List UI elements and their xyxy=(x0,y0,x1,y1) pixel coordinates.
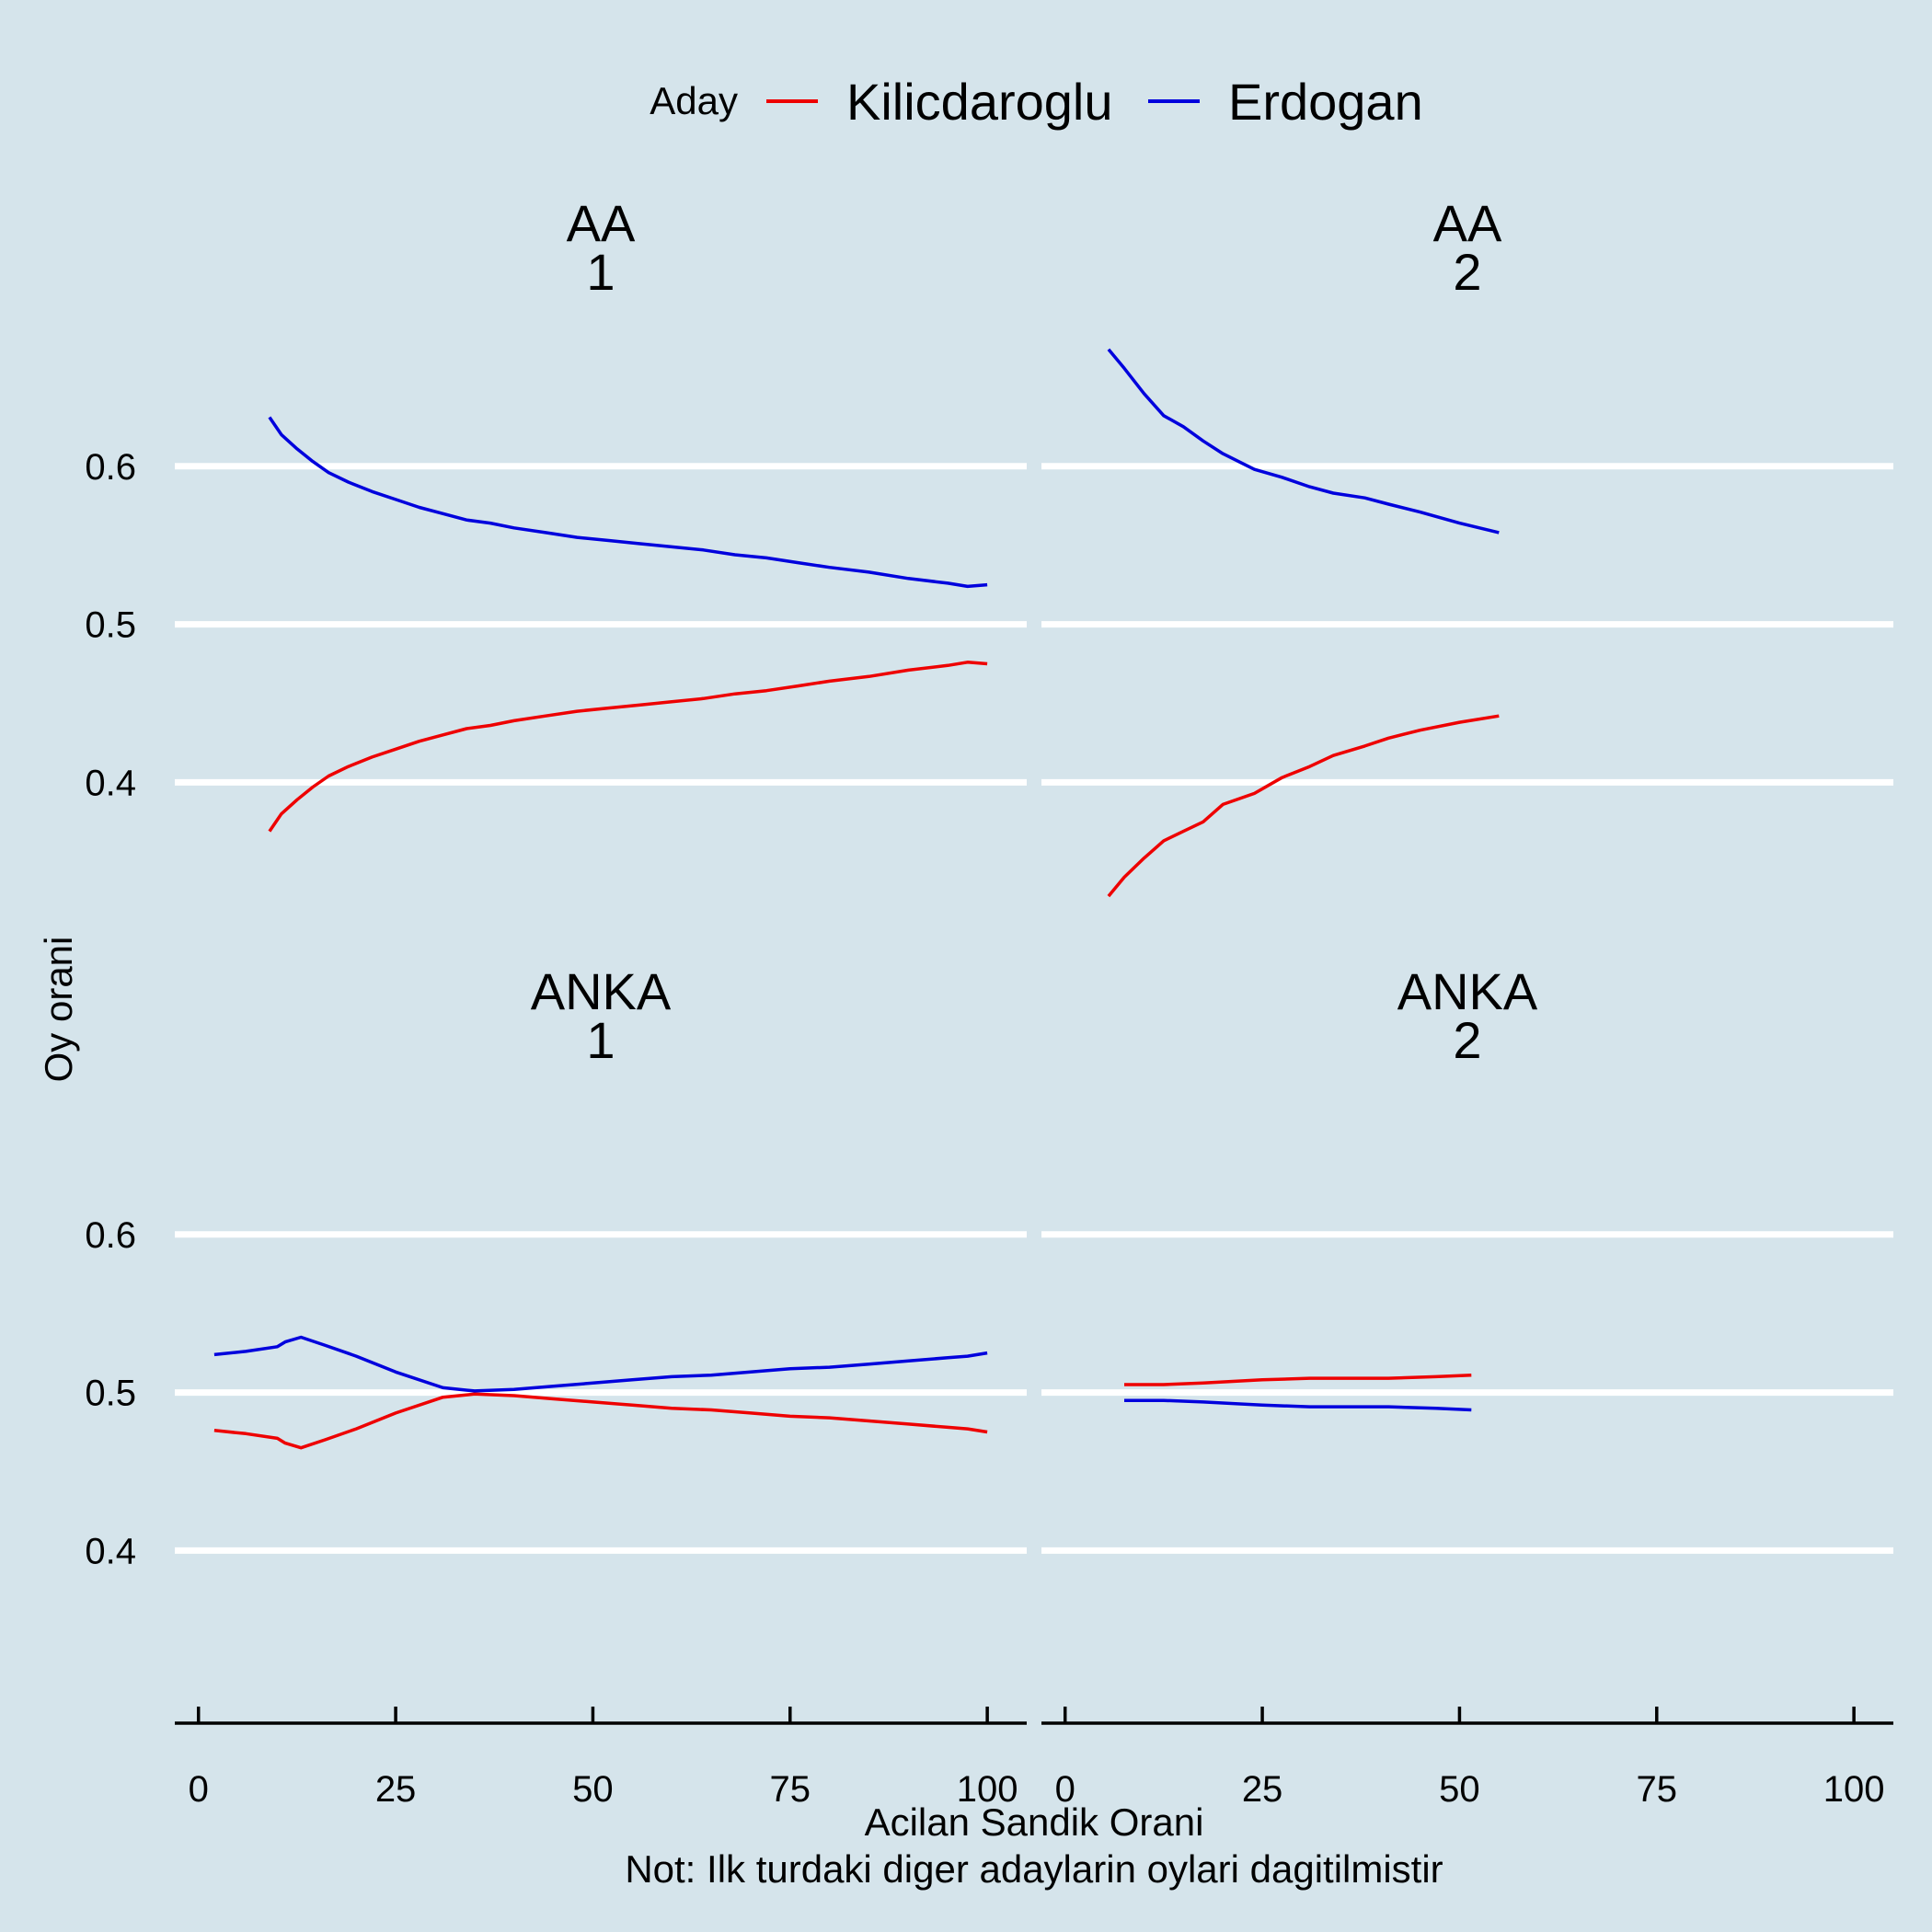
x-tick-label: 75 xyxy=(1637,1769,1678,1810)
series-line-erdogan xyxy=(1124,1398,1472,1412)
legend-label-kilicdaroglu: Kilicdaroglu xyxy=(846,73,1113,131)
panel-source-label: ANKA xyxy=(531,962,672,1020)
series-line-erdogan xyxy=(1107,348,1500,535)
x-tick-label: 50 xyxy=(1439,1769,1480,1810)
panel-round-label: 2 xyxy=(1453,243,1481,301)
x-tick-label: 50 xyxy=(572,1769,614,1810)
y-tick-label: 0.5 xyxy=(85,1374,136,1414)
panel-aa-2: AA2 xyxy=(1041,194,1893,898)
x-tick-label: 25 xyxy=(375,1769,417,1810)
legend-title: Aday xyxy=(650,79,738,122)
y-tick-label: 0.4 xyxy=(85,1531,136,1571)
panel-aa-1: AA1 0.4 0.5 0.6 xyxy=(85,194,1027,833)
panel-source-label: AA xyxy=(567,194,636,252)
series-line-kilicdaroglu xyxy=(1124,1373,1472,1386)
caption-note: Not: Ilk turdaki diger adaylarin oylari … xyxy=(625,1847,1443,1891)
legend-label-erdogan: Erdogan xyxy=(1228,73,1423,131)
y-tick-label: 0.6 xyxy=(85,447,136,488)
series-line-kilicdaroglu xyxy=(268,661,988,833)
y-tick-label: 0.6 xyxy=(85,1215,136,1256)
panel-round-label: 1 xyxy=(586,243,615,301)
series-line-erdogan xyxy=(213,1335,988,1393)
panel-round-label: 1 xyxy=(586,1011,615,1069)
x-tick-label: 0 xyxy=(1055,1769,1075,1810)
x-tick-label: 25 xyxy=(1242,1769,1283,1810)
series-line-kilicdaroglu xyxy=(213,1392,988,1450)
x-tick-label: 100 xyxy=(1823,1769,1885,1810)
x-tick-label: 100 xyxy=(957,1769,1018,1810)
series-line-erdogan xyxy=(268,416,988,589)
y-axis-title: Oy orani xyxy=(37,937,80,1083)
panel-round-label: 2 xyxy=(1453,1011,1481,1069)
series-line-kilicdaroglu xyxy=(1107,714,1500,898)
x-tick-label: 0 xyxy=(189,1769,209,1810)
panel-source-label: ANKA xyxy=(1397,962,1538,1020)
y-tick-label: 0.5 xyxy=(85,605,136,646)
x-axis-title: Acilan Sandik Orani xyxy=(865,1800,1204,1844)
x-tick-label: 75 xyxy=(770,1769,811,1810)
legend: Aday Kilicdaroglu Erdogan xyxy=(650,73,1422,131)
panel-source-label: AA xyxy=(1433,194,1502,252)
y-tick-label: 0.4 xyxy=(85,763,136,803)
